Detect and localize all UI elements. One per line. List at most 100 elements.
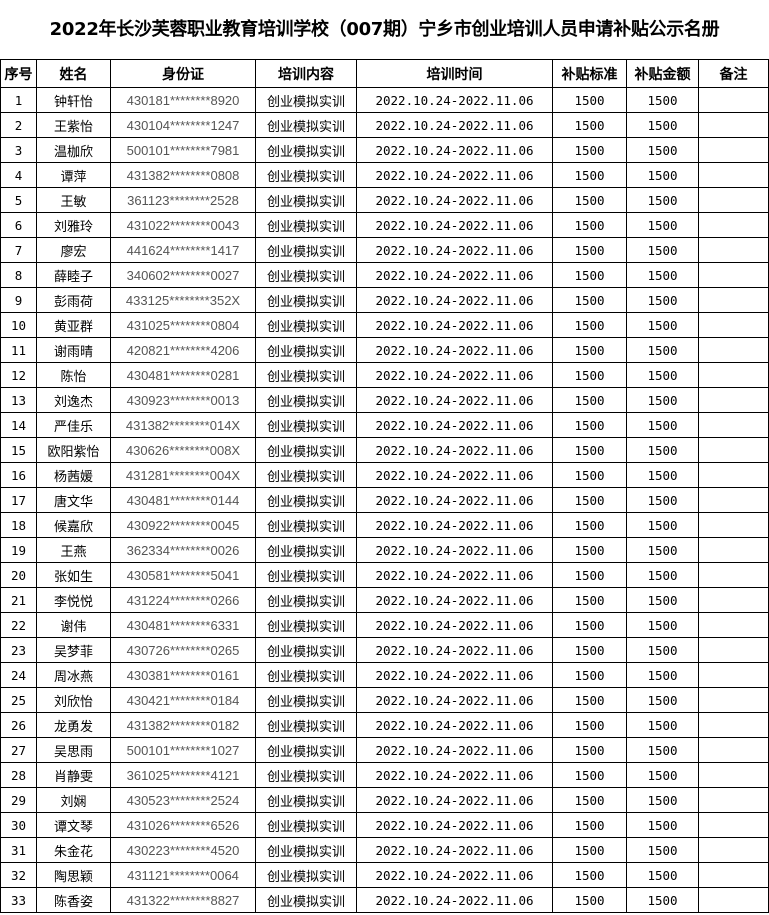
row-subsidy-standard: 1500 xyxy=(552,662,627,688)
row-training-time: 2022.10.24-2022.11.06 xyxy=(356,787,553,813)
row-training-content: 创业模拟实训 xyxy=(255,812,357,838)
row-index: 12 xyxy=(0,362,37,388)
table-row: 4 谭萍 431382********0808 创业模拟实训 2022.10.24-20… xyxy=(0,162,769,188)
row-index: 24 xyxy=(0,662,37,688)
table-row: 16 杨茜媛 431281********004X 创业模拟实训 2022.10.24-… xyxy=(0,462,769,488)
row-training-content: 创业模拟实训 xyxy=(255,362,357,388)
row-training-time: 2022.10.24-2022.11.06 xyxy=(356,187,553,213)
row-index: 4 xyxy=(0,162,37,188)
row-id-number: 430104********1247 xyxy=(110,112,256,138)
row-training-content: 创业模拟实训 xyxy=(255,462,357,488)
row-subsidy-amount: 1500 xyxy=(626,537,699,563)
row-note xyxy=(698,837,769,863)
row-name: 吴思雨 xyxy=(36,737,111,763)
row-subsidy-amount: 1500 xyxy=(626,837,699,863)
row-name: 周冰燕 xyxy=(36,662,111,688)
row-id-number: 433125********352X xyxy=(110,287,256,313)
row-subsidy-amount: 1500 xyxy=(626,512,699,538)
row-index: 20 xyxy=(0,562,37,588)
row-index: 31 xyxy=(0,837,37,863)
row-name: 王紫怡 xyxy=(36,112,111,138)
row-subsidy-standard: 1500 xyxy=(552,162,627,188)
row-subsidy-amount: 1500 xyxy=(626,762,699,788)
row-training-time: 2022.10.24-2022.11.06 xyxy=(356,762,553,788)
row-name: 刘欣怡 xyxy=(36,687,111,713)
row-subsidy-amount: 1500 xyxy=(626,487,699,513)
row-training-content: 创业模拟实训 xyxy=(255,437,357,463)
row-training-time: 2022.10.24-2022.11.06 xyxy=(356,337,553,363)
row-name: 候嘉欣 xyxy=(36,512,111,538)
row-index: 8 xyxy=(0,262,37,288)
row-training-time: 2022.10.24-2022.11.06 xyxy=(356,737,553,763)
table-row: 19 王燕 362334********0026 创业模拟实训 2022.10.24-2… xyxy=(0,537,769,563)
row-index: 23 xyxy=(0,637,37,663)
row-subsidy-amount: 1500 xyxy=(626,612,699,638)
row-id-number: 431382********014X xyxy=(110,412,256,438)
row-subsidy-amount: 1500 xyxy=(626,712,699,738)
row-subsidy-standard: 1500 xyxy=(552,887,627,913)
row-note xyxy=(698,137,769,163)
row-subsidy-amount: 1500 xyxy=(626,362,699,388)
row-index: 30 xyxy=(0,812,37,838)
row-name: 朱金花 xyxy=(36,837,111,863)
row-note xyxy=(698,362,769,388)
row-id-number: 500101********7981 xyxy=(110,137,256,163)
row-subsidy-amount: 1500 xyxy=(626,562,699,588)
row-subsidy-standard: 1500 xyxy=(552,187,627,213)
row-training-content: 创业模拟实训 xyxy=(255,387,357,413)
row-name: 龙勇发 xyxy=(36,712,111,738)
row-training-content: 创业模拟实训 xyxy=(255,787,357,813)
row-subsidy-amount: 1500 xyxy=(626,312,699,338)
row-training-content: 创业模拟实训 xyxy=(255,562,357,588)
row-note xyxy=(698,312,769,338)
row-subsidy-amount: 1500 xyxy=(626,187,699,213)
row-index: 14 xyxy=(0,412,37,438)
row-id-number: 340602********0027 xyxy=(110,262,256,288)
row-subsidy-amount: 1500 xyxy=(626,162,699,188)
row-training-time: 2022.10.24-2022.11.06 xyxy=(356,287,553,313)
table-row: 31 朱金花 430223********4520 创业模拟实训 2022.10.24-… xyxy=(0,837,769,863)
row-training-content: 创业模拟实训 xyxy=(255,237,357,263)
row-subsidy-amount: 1500 xyxy=(626,262,699,288)
row-note xyxy=(698,712,769,738)
row-id-number: 430922********0045 xyxy=(110,512,256,538)
table-row: 30 谭文琴 431026********6526 创业模拟实训 2022.10.24-… xyxy=(0,812,769,838)
row-training-content: 创业模拟实训 xyxy=(255,162,357,188)
row-index: 10 xyxy=(0,312,37,338)
row-training-time: 2022.10.24-2022.11.06 xyxy=(356,812,553,838)
header-note: 备注 xyxy=(698,59,769,88)
row-name: 肖静雯 xyxy=(36,762,111,788)
row-training-time: 2022.10.24-2022.11.06 xyxy=(356,312,553,338)
row-name: 李悦悦 xyxy=(36,587,111,613)
row-note xyxy=(698,887,769,913)
row-subsidy-standard: 1500 xyxy=(552,337,627,363)
row-name: 唐文华 xyxy=(36,487,111,513)
row-subsidy-amount: 1500 xyxy=(626,412,699,438)
row-training-time: 2022.10.24-2022.11.06 xyxy=(356,862,553,888)
row-name: 吴梦菲 xyxy=(36,637,111,663)
table-row: 7 廖宏 441624********1417 创业模拟实训 2022.10.24-20… xyxy=(0,237,769,263)
row-index: 9 xyxy=(0,287,37,313)
header-id: 身份证 xyxy=(110,59,256,88)
row-note xyxy=(698,787,769,813)
row-note xyxy=(698,637,769,663)
row-training-content: 创业模拟实训 xyxy=(255,712,357,738)
row-id-number: 430581********5041 xyxy=(110,562,256,588)
row-index: 18 xyxy=(0,512,37,538)
row-subsidy-amount: 1500 xyxy=(626,637,699,663)
row-name: 王敏 xyxy=(36,187,111,213)
row-training-content: 创业模拟实训 xyxy=(255,312,357,338)
row-note xyxy=(698,287,769,313)
row-name: 彭雨荷 xyxy=(36,287,111,313)
row-subsidy-standard: 1500 xyxy=(552,512,627,538)
row-id-number: 430223********4520 xyxy=(110,837,256,863)
row-training-content: 创业模拟实训 xyxy=(255,137,357,163)
row-subsidy-standard: 1500 xyxy=(552,487,627,513)
row-id-number: 431022********0043 xyxy=(110,212,256,238)
table-row: 24 周冰燕 430381********0161 创业模拟实训 2022.10.24-… xyxy=(0,662,769,688)
row-subsidy-standard: 1500 xyxy=(552,362,627,388)
row-note xyxy=(698,162,769,188)
row-id-number: 362334********0026 xyxy=(110,537,256,563)
row-id-number: 361025********4121 xyxy=(110,762,256,788)
row-note xyxy=(698,812,769,838)
